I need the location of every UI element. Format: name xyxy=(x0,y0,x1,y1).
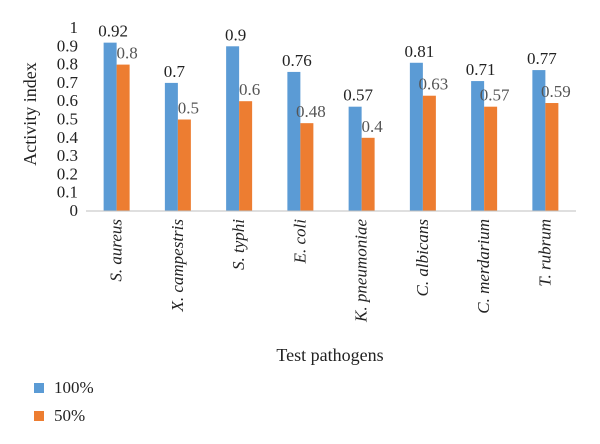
data-label-50: 0.4 xyxy=(362,117,384,136)
y-tick-label: 0.3 xyxy=(57,146,78,165)
data-label-50: 0.63 xyxy=(419,75,449,94)
bar-100 xyxy=(103,42,117,211)
bar-50 xyxy=(116,64,130,211)
bar-100 xyxy=(226,46,240,211)
legend-label-50: 50% xyxy=(54,406,86,425)
category-labels: S. aureus X. campestris S. typhi E. coli K. … xyxy=(107,219,555,323)
data-label-100: 0.7 xyxy=(164,62,186,81)
data-label-50: 0.59 xyxy=(541,82,571,101)
category-label: S. aureus xyxy=(107,219,126,282)
bar-50 xyxy=(422,95,436,211)
bar-100 xyxy=(409,62,423,211)
legend: 100% 50% xyxy=(34,374,94,430)
category-label: K. pneumoniae xyxy=(352,219,371,323)
y-tick-label: 0 xyxy=(70,201,79,220)
bar-100 xyxy=(348,106,362,211)
y-axis-ticks: 00.10.20.30.40.50.60.70.80.91 xyxy=(57,18,79,220)
category-label: T. rubrum xyxy=(535,219,554,287)
bars xyxy=(103,42,559,212)
data-label-100: 0.9 xyxy=(225,25,246,44)
data-label-50: 0.8 xyxy=(117,44,138,63)
y-tick-label: 0.1 xyxy=(57,183,78,202)
y-tick-label: 0.2 xyxy=(57,164,78,183)
data-labels: 0.92 0.8 0.7 0.5 0.9 0.6 0.76 0.48 0.57 0.4 0.81 0.… xyxy=(98,22,571,136)
data-label-50: 0.57 xyxy=(480,86,510,105)
data-label-100: 0.92 xyxy=(98,22,128,41)
y-tick-label: 1 xyxy=(70,18,79,37)
bar-100 xyxy=(287,71,301,211)
data-label-100: 0.71 xyxy=(466,60,496,79)
y-tick-label: 0.9 xyxy=(57,36,78,55)
category-label: C. albicans xyxy=(413,219,432,297)
data-label-50: 0.5 xyxy=(178,99,199,118)
data-label-100: 0.81 xyxy=(405,42,435,61)
legend-item-100: 100% xyxy=(34,374,94,402)
category-label: C. merdarium xyxy=(474,219,493,314)
data-label-100: 0.77 xyxy=(527,49,557,68)
bar-100 xyxy=(471,81,485,211)
bar-100 xyxy=(532,70,546,211)
legend-label-100: 100% xyxy=(54,378,94,397)
x-axis-title: Test pathogens xyxy=(276,345,383,365)
legend-item-50: 50% xyxy=(34,402,94,430)
category-label: E. coli xyxy=(290,219,309,265)
bar-50 xyxy=(545,103,559,211)
legend-swatch-100 xyxy=(34,383,44,393)
bar-100 xyxy=(164,82,178,212)
y-tick-label: 0.7 xyxy=(57,73,79,92)
bar-50 xyxy=(239,101,253,211)
data-label-50: 0.6 xyxy=(239,80,260,99)
bar-50 xyxy=(177,119,191,211)
y-tick-label: 0.8 xyxy=(57,55,78,74)
category-label: S. typhi xyxy=(229,219,248,270)
data-label-100: 0.57 xyxy=(343,86,373,105)
y-tick-label: 0.4 xyxy=(57,128,79,147)
legend-swatch-50 xyxy=(34,411,44,421)
data-label-100: 0.76 xyxy=(282,51,312,70)
y-tick-label: 0.6 xyxy=(57,91,78,110)
bar-50 xyxy=(361,137,375,211)
bar-50 xyxy=(484,106,498,211)
bar-50 xyxy=(300,123,314,211)
y-tick-label: 0.5 xyxy=(57,110,78,129)
data-label-50: 0.48 xyxy=(296,102,326,121)
y-axis-title: Activity index xyxy=(20,62,40,165)
category-label: X. campestris xyxy=(168,219,187,313)
